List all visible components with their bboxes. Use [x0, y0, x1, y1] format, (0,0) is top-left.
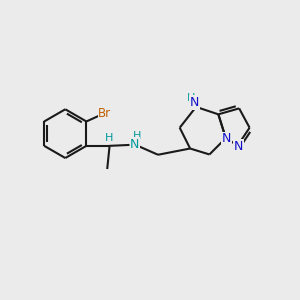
Text: N: N: [190, 96, 199, 109]
Text: Br: Br: [98, 106, 111, 120]
Text: N: N: [234, 140, 243, 153]
Text: H: H: [133, 131, 141, 141]
Text: N: N: [130, 138, 140, 151]
Text: N: N: [222, 132, 231, 145]
Text: H: H: [105, 133, 113, 142]
Text: H: H: [187, 93, 195, 103]
